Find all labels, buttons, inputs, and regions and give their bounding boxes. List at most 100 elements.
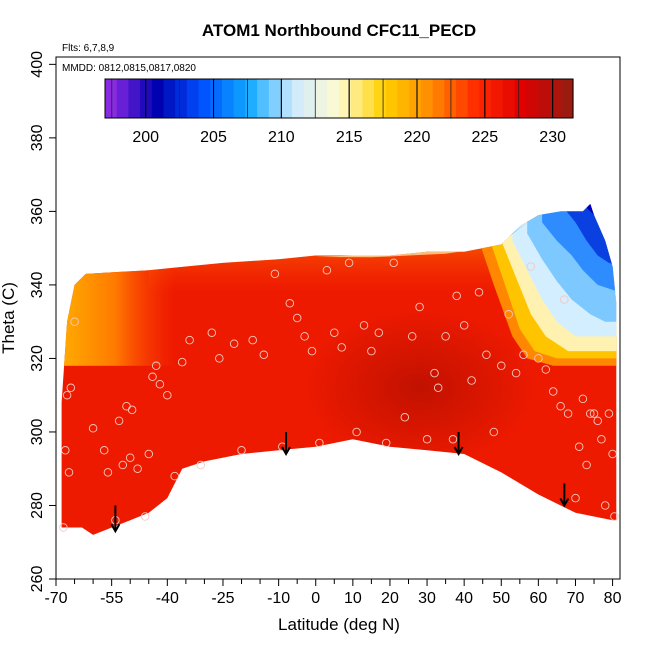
observation-point [381, 438, 391, 448]
observation-point [307, 346, 317, 356]
colorbar-segment [502, 79, 516, 118]
observation-point [170, 471, 179, 481]
x-tick-label: 70 [567, 590, 585, 607]
colorbar-tick-label: 230 [539, 129, 566, 146]
x-tick-label: 80 [604, 590, 622, 607]
observation-point [144, 449, 154, 459]
observation-point [407, 332, 417, 341]
observation-point [519, 350, 528, 360]
x-tick-label: -55 [100, 590, 123, 607]
observation-point [215, 354, 224, 363]
colorbar-tick-label: 220 [404, 129, 431, 146]
x-tick-label: -70 [44, 590, 67, 607]
colorbar-segment [140, 79, 153, 118]
observation-point [229, 339, 239, 348]
colorbar-segment [549, 79, 562, 118]
colorbar-segment [420, 79, 434, 118]
observation-point [103, 468, 113, 477]
observation-point [359, 321, 369, 330]
colorbar-segment [339, 79, 352, 118]
observation-point [315, 438, 324, 448]
colorbar: 200 205 210 215 220 225 230 [104, 78, 574, 146]
y-tick-label: 260 [29, 566, 46, 593]
colorbar-segment [350, 79, 363, 118]
colorbar-segment [292, 79, 305, 118]
observation-point [556, 401, 565, 411]
colorbar-segment [210, 79, 223, 118]
x-tick-label: -25 [211, 590, 234, 607]
observation-point [586, 409, 595, 418]
colorbar-tick-label: 210 [268, 129, 295, 146]
colorbar-segment [561, 79, 574, 118]
x-tick-label: 0 [311, 590, 320, 607]
observation-point [337, 343, 346, 352]
colorbar-frame [104, 78, 574, 119]
observation-point [433, 383, 443, 393]
observation-point [127, 405, 137, 415]
observation-point [489, 427, 499, 437]
observation-point [374, 328, 384, 337]
observation-point [497, 361, 506, 371]
colorbar-segment [362, 79, 375, 118]
colorbar-segment [105, 79, 118, 118]
observation-point [534, 354, 543, 363]
colorbar-segment [467, 79, 480, 118]
observation-point [563, 409, 573, 418]
observation-point [422, 435, 432, 444]
profile-arrow-head [453, 446, 464, 457]
observation-point [330, 328, 339, 337]
observation-point [133, 464, 142, 473]
observation-point [300, 332, 309, 341]
observation-point [292, 313, 302, 323]
colorbar-segment [491, 79, 504, 118]
colorbar-segment [151, 79, 165, 118]
observation-point [511, 368, 521, 378]
observation-point [114, 416, 124, 426]
observation-point [125, 453, 135, 462]
observation-point [482, 350, 491, 360]
x-tick-label: 40 [455, 590, 473, 607]
profile-arrow-head [559, 497, 570, 508]
profile-arrow-head [281, 446, 291, 457]
colorbar-segment [222, 79, 235, 118]
colorbar-segment [526, 79, 539, 118]
x-axis: -70 -55 -40 -25 -10 0 10 20 30 40 50 60 70 80 [44, 579, 622, 607]
observation-point [400, 413, 410, 422]
observation-point [248, 335, 257, 345]
observation-point [467, 376, 476, 385]
observation-point [151, 361, 161, 371]
colorbar-segment [233, 79, 246, 118]
observation-point [560, 295, 569, 304]
observation-point [593, 416, 602, 426]
profile-arrow-head [110, 523, 121, 534]
colorbar-segment [163, 79, 176, 118]
observation-point [574, 442, 584, 451]
flights-annotation: Flts: 6,7,8,9 [62, 43, 115, 54]
y-tick-label: 400 [29, 51, 46, 78]
observation-point [61, 446, 70, 455]
colorbar-segment [374, 79, 387, 118]
observation-point [589, 409, 599, 418]
y-tick-label: 280 [29, 492, 46, 519]
observation-point [452, 291, 461, 301]
x-axis-label: Latitude (deg N) [278, 615, 400, 634]
colorbar-segment [257, 79, 270, 118]
observation-point [322, 265, 332, 275]
observation-point [155, 379, 165, 389]
observation-point [70, 317, 79, 326]
colorbar-segment [397, 79, 410, 118]
observation-point [597, 435, 606, 444]
field-arctic-blue-zone [315, 204, 617, 366]
observation-point [88, 424, 98, 433]
observation-point [163, 390, 172, 400]
colorbar-tick-label: 200 [132, 129, 159, 146]
observation-point [148, 372, 157, 382]
observation-point [207, 328, 217, 337]
field-left-orange-zone [61, 248, 175, 366]
colorbar-segment [456, 79, 469, 118]
upper-edge-pale-band [315, 248, 483, 258]
colorbar-segment [128, 79, 141, 118]
observation-point [270, 269, 280, 279]
colorbar-tick-label: 225 [471, 129, 498, 146]
observation-point [185, 335, 194, 345]
